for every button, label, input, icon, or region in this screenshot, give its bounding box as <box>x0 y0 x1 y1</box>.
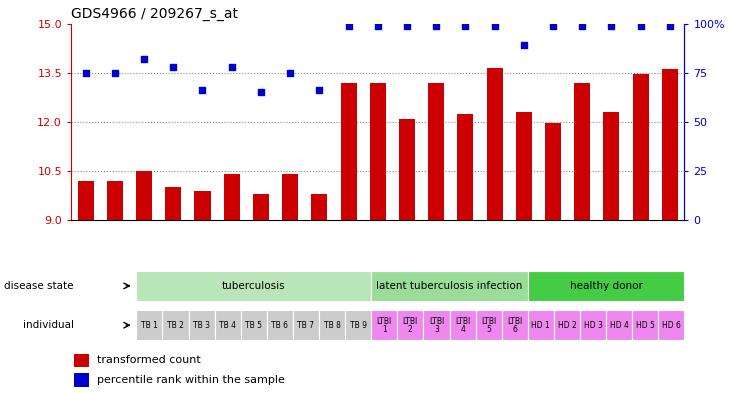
Point <box>576 22 588 29</box>
Bar <box>136 310 162 340</box>
Bar <box>282 174 298 220</box>
Bar <box>345 310 371 340</box>
Text: HD 1: HD 1 <box>532 321 551 330</box>
Text: TB 3: TB 3 <box>193 321 210 330</box>
Point <box>401 22 413 29</box>
Bar <box>370 83 386 220</box>
Text: TB 1: TB 1 <box>141 321 158 330</box>
Bar <box>107 181 123 220</box>
Bar <box>486 68 503 220</box>
Bar <box>371 271 528 301</box>
Bar <box>253 194 269 220</box>
Bar <box>457 114 473 220</box>
Text: LTBI
5: LTBI 5 <box>481 316 496 334</box>
Point <box>488 22 500 29</box>
Text: LTBI
2: LTBI 2 <box>402 316 418 334</box>
Point <box>343 22 355 29</box>
Bar <box>604 112 619 220</box>
Point <box>255 89 267 95</box>
Text: TB 4: TB 4 <box>219 321 236 330</box>
Text: LTBI
6: LTBI 6 <box>507 316 522 334</box>
Bar <box>528 310 554 340</box>
Point <box>197 87 209 94</box>
Point <box>459 22 471 29</box>
Text: transformed count: transformed count <box>96 355 200 365</box>
Bar <box>267 310 293 340</box>
Text: healthy donor: healthy donor <box>570 281 643 291</box>
Text: individual: individual <box>22 320 73 330</box>
Text: percentile rank within the sample: percentile rank within the sample <box>96 375 285 385</box>
Text: tuberculosis: tuberculosis <box>222 281 286 291</box>
Text: TB 6: TB 6 <box>272 321 289 330</box>
Bar <box>554 310 580 340</box>
Bar <box>78 181 94 220</box>
Bar <box>215 310 241 340</box>
Point <box>313 87 325 94</box>
Bar <box>545 123 561 220</box>
Bar <box>293 310 319 340</box>
Bar <box>662 70 678 220</box>
Bar <box>74 354 90 367</box>
Point <box>109 70 121 76</box>
Bar <box>136 171 152 220</box>
Text: HD 4: HD 4 <box>610 321 628 330</box>
Point <box>226 64 238 70</box>
Bar <box>74 373 90 387</box>
Bar <box>502 310 528 340</box>
Text: disease state: disease state <box>4 281 73 291</box>
Text: HD 3: HD 3 <box>583 321 602 330</box>
Bar <box>241 310 267 340</box>
Bar <box>340 83 357 220</box>
Text: GDS4966 / 209267_s_at: GDS4966 / 209267_s_at <box>71 7 238 21</box>
Text: TB 2: TB 2 <box>167 321 184 330</box>
Text: LTBI
4: LTBI 4 <box>455 316 470 334</box>
Point <box>634 22 646 29</box>
Bar <box>194 191 210 220</box>
Bar <box>136 271 371 301</box>
Text: HD 5: HD 5 <box>636 321 654 330</box>
Bar <box>633 74 649 220</box>
Bar <box>574 83 590 220</box>
Bar <box>371 310 397 340</box>
Bar <box>516 112 532 220</box>
Point <box>605 22 617 29</box>
Text: HD 2: HD 2 <box>557 321 577 330</box>
Text: TB 8: TB 8 <box>324 321 340 330</box>
Text: HD 6: HD 6 <box>662 321 681 330</box>
Text: TB 9: TB 9 <box>349 321 367 330</box>
Point <box>168 64 180 70</box>
Text: TB 5: TB 5 <box>245 321 263 330</box>
Text: LTBI
1: LTBI 1 <box>377 316 392 334</box>
Bar <box>162 310 188 340</box>
Bar <box>165 187 181 220</box>
Point <box>80 70 92 76</box>
Point <box>663 22 675 29</box>
Point <box>372 22 384 29</box>
Bar <box>397 310 423 340</box>
Bar <box>224 174 239 220</box>
Point <box>518 42 530 48</box>
Bar <box>528 271 684 301</box>
Bar <box>632 310 658 340</box>
Text: LTBI
3: LTBI 3 <box>429 316 444 334</box>
Point <box>430 22 442 29</box>
Bar <box>399 119 415 220</box>
Bar <box>428 83 444 220</box>
Bar <box>658 310 684 340</box>
Text: latent tuberculosis infection: latent tuberculosis infection <box>376 281 523 291</box>
Bar <box>311 194 328 220</box>
Bar <box>450 310 476 340</box>
Bar <box>188 310 215 340</box>
Bar <box>319 310 345 340</box>
Bar <box>606 310 632 340</box>
Point <box>547 22 559 29</box>
Point <box>138 56 150 62</box>
Bar <box>580 310 606 340</box>
Point <box>284 70 296 76</box>
Bar <box>423 310 450 340</box>
Text: TB 7: TB 7 <box>298 321 314 330</box>
Bar <box>476 310 502 340</box>
